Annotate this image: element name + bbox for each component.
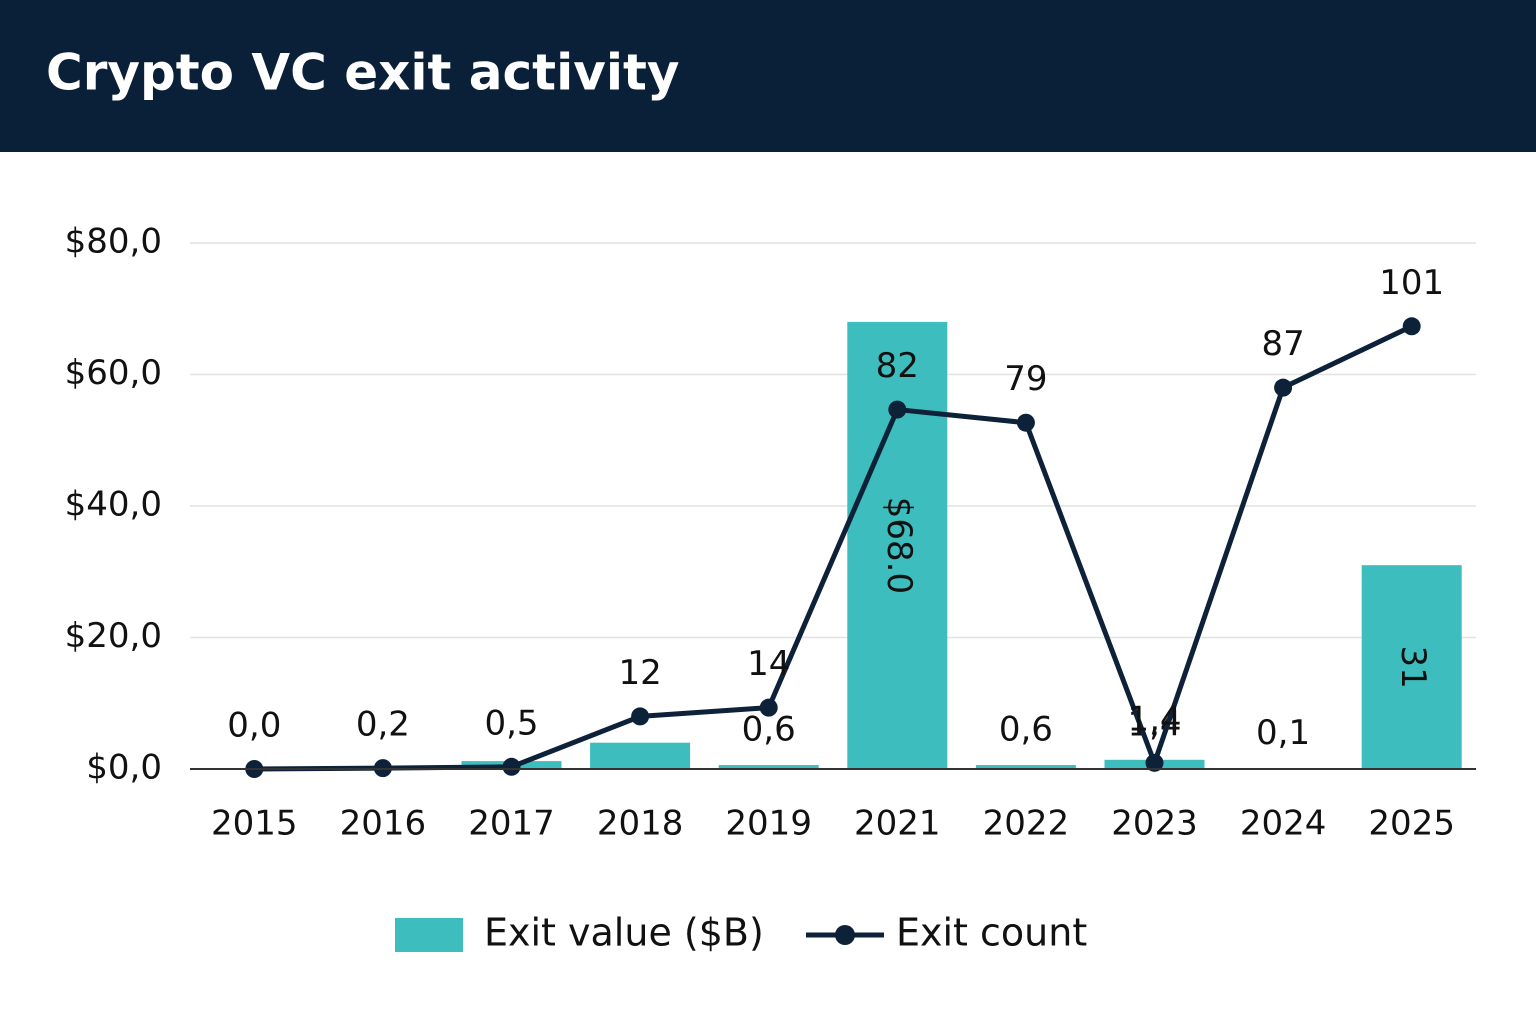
x-tick-label: 2023 [1111,804,1198,844]
legend-marker [835,925,855,945]
x-tick-label: 2016 [340,804,427,844]
line-value-label: 1,4 [1127,699,1181,739]
line-marker [1274,378,1293,397]
x-tick-label: 2022 [983,804,1070,844]
x-tick-label: 2019 [725,804,812,844]
bar [718,765,819,769]
y-tick-label: $40,0 [65,485,162,525]
line-marker [631,707,650,726]
bar [847,321,948,769]
line-value-label: 101 [1379,263,1444,303]
line-value-label: 12 [618,653,661,693]
line-marker [759,698,778,717]
y-tick-label: $20,0 [65,616,162,656]
bar [1361,565,1462,769]
bar-value-label: $68.0 [879,497,919,594]
chart-title: Crypto VC exit activity [46,44,679,102]
line-value-label: 79 [1004,359,1047,399]
line-value-label: 14 [747,644,790,684]
y-tick-label: $60,0 [65,353,162,393]
line-marker [1145,753,1164,772]
line-value-label: 0,0 [227,706,281,746]
legend-swatch [395,918,463,952]
line-value-label: 87 [1261,324,1304,364]
header-bar [0,0,1536,152]
y-tick-label: $0,0 [86,748,162,788]
line-marker [1402,317,1421,336]
x-tick-label: 2018 [597,804,684,844]
x-tick-label: 2021 [854,804,941,844]
legend-label: Exit count [896,911,1087,955]
bar-value-label: 31 [1393,645,1433,688]
bar [590,742,691,769]
line-marker [502,757,521,776]
line-value-label: 0,2 [356,705,410,745]
x-tick-label: 2015 [211,804,298,844]
line-value-label: 82 [876,346,919,386]
line [254,324,1413,772]
bar [975,765,1076,769]
x-tick-label: 2017 [468,804,555,844]
x-tick-label: 2024 [1240,804,1327,844]
x-tick-label: 2025 [1368,804,1455,844]
line-marker [888,400,907,419]
line-value-label: 0,5 [484,703,538,743]
legend-label: Exit value ($B) [484,911,764,955]
y-tick-label: $80,0 [65,222,162,262]
line-marker [1016,413,1035,432]
bar-value-label: 0,6 [999,710,1053,750]
bar-value-label: 0,1 [1256,713,1310,753]
